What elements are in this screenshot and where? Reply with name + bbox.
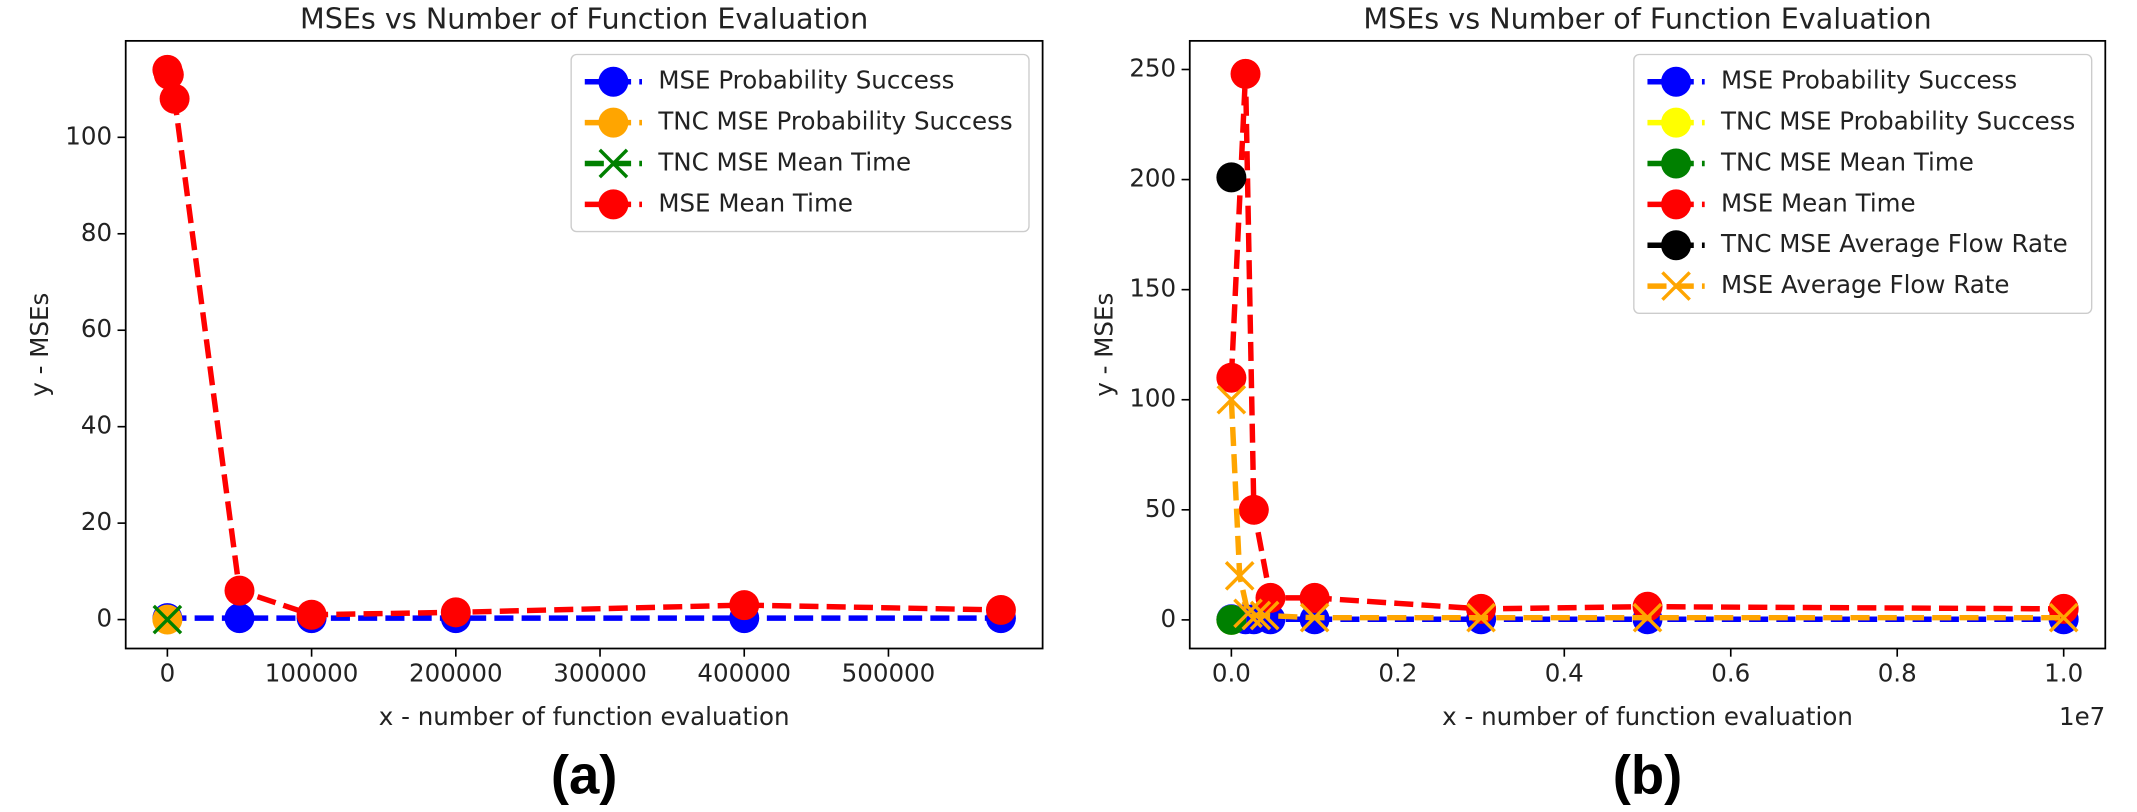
x-tick-label: 100000 xyxy=(265,658,359,687)
legend-label: TNC MSE Probability Success xyxy=(1720,107,2075,136)
legend-marker xyxy=(1661,66,1692,97)
legend-marker xyxy=(598,66,629,97)
x-tick-label: 200000 xyxy=(409,658,503,687)
legend: MSE Probability Success TNC MSE Probabili… xyxy=(570,53,1030,233)
series xyxy=(1216,604,1247,635)
y-tick-label: 200 xyxy=(1129,164,1176,193)
marker xyxy=(729,590,760,621)
legend-box xyxy=(570,53,1030,233)
marker xyxy=(224,575,255,606)
caption: (b) xyxy=(1613,745,1683,806)
x-tick-label: 0.8 xyxy=(1878,658,1917,687)
x-tick-label: 1.0 xyxy=(2044,658,2083,687)
legend-marker xyxy=(1661,107,1692,138)
marker xyxy=(1216,362,1247,393)
x-tick-label: 300000 xyxy=(553,658,647,687)
legend-marker xyxy=(1661,189,1692,220)
y-tick-label: 60 xyxy=(81,314,112,343)
chart-title: MSEs vs Number of Function Evaluation xyxy=(1363,1,1931,35)
series-line xyxy=(1228,399,2064,621)
marker xyxy=(153,59,184,90)
series xyxy=(1216,58,2079,624)
legend-marker xyxy=(1661,271,1691,301)
legend-marker xyxy=(598,148,629,179)
marker xyxy=(1249,600,1280,631)
legend-label: MSE Mean Time xyxy=(658,188,853,217)
marker xyxy=(440,597,471,628)
y-tick-label: 0 xyxy=(1161,604,1177,633)
x-tick-label: 0.4 xyxy=(1545,658,1584,687)
axes-frame xyxy=(1188,39,2107,650)
y-tick-label: 100 xyxy=(1129,384,1176,413)
marker xyxy=(1241,600,1272,631)
axes-frame xyxy=(124,39,1044,650)
x-tick-label: 0.2 xyxy=(1378,658,1417,687)
caption: (a) xyxy=(551,745,618,806)
y-axis-label: y - MSEs xyxy=(25,293,54,397)
y-tick-label: 0 xyxy=(96,604,112,633)
legend-label: MSE Average Flow Rate xyxy=(1721,270,2009,299)
legend-label: TNC MSE Probability Success xyxy=(657,107,1012,136)
y-tick-label: 40 xyxy=(81,411,112,440)
series xyxy=(152,604,183,635)
series xyxy=(1216,162,1247,193)
x-tick-label: 0.6 xyxy=(1711,658,1750,687)
legend-label: MSE Probability Success xyxy=(658,66,954,95)
legend-marker xyxy=(1661,148,1692,179)
x-tick-label: 0.0 xyxy=(1212,658,1251,687)
y-tick-label: 50 xyxy=(1145,494,1176,523)
marker xyxy=(1238,494,1269,525)
x-axis-label: x - number of function evaluation xyxy=(1442,702,1853,731)
marker xyxy=(1632,591,1663,622)
marker xyxy=(159,83,190,114)
y-tick-label: 80 xyxy=(81,218,112,247)
x-tick-label: 500000 xyxy=(842,658,936,687)
marker xyxy=(2048,602,2079,633)
x-offset-label: 1e7 xyxy=(2059,702,2105,731)
marker xyxy=(1216,162,1247,193)
series-line xyxy=(1228,73,2064,612)
legend-label: TNC MSE Average Flow Rate xyxy=(1720,229,2068,258)
marker xyxy=(1255,582,1286,613)
legend-marker xyxy=(598,107,629,138)
marker xyxy=(1224,561,1255,591)
legend-label: TNC MSE Mean Time xyxy=(657,147,911,176)
marker xyxy=(1299,602,1330,633)
legend-marker xyxy=(598,189,629,220)
legend-label: MSE Probability Success xyxy=(1721,66,2017,95)
series xyxy=(1216,384,2079,633)
legend-label: TNC MSE Mean Time xyxy=(1720,147,1974,176)
x-axis-label: x - number of function evaluation xyxy=(379,702,790,731)
marker xyxy=(1216,384,1247,415)
legend: MSE Probability Success TNC MSE Probabili… xyxy=(1633,53,2093,315)
marker xyxy=(224,603,255,634)
y-tick-label: 20 xyxy=(81,507,112,536)
y-axis-label: y - MSEs xyxy=(1089,293,1118,397)
marker xyxy=(1632,602,1663,633)
marker xyxy=(1299,582,1330,613)
marker xyxy=(1466,602,1496,633)
marker xyxy=(296,599,327,630)
chart-title: MSEs vs Number of Function Evaluation xyxy=(300,1,868,35)
legend-marker xyxy=(1661,230,1692,261)
y-tick-label: 100 xyxy=(65,121,112,150)
y-tick-label: 250 xyxy=(1129,53,1176,82)
y-tick-label: 150 xyxy=(1129,274,1176,303)
legend-box xyxy=(1633,53,2093,315)
x-tick-label: 0 xyxy=(160,658,176,687)
marker xyxy=(985,594,1016,625)
series xyxy=(152,54,1016,630)
marker xyxy=(152,604,183,635)
x-tick-label: 400000 xyxy=(697,658,791,687)
marker xyxy=(1216,604,1247,635)
marker xyxy=(1230,58,1261,89)
legend-label: MSE Mean Time xyxy=(1721,188,1916,217)
